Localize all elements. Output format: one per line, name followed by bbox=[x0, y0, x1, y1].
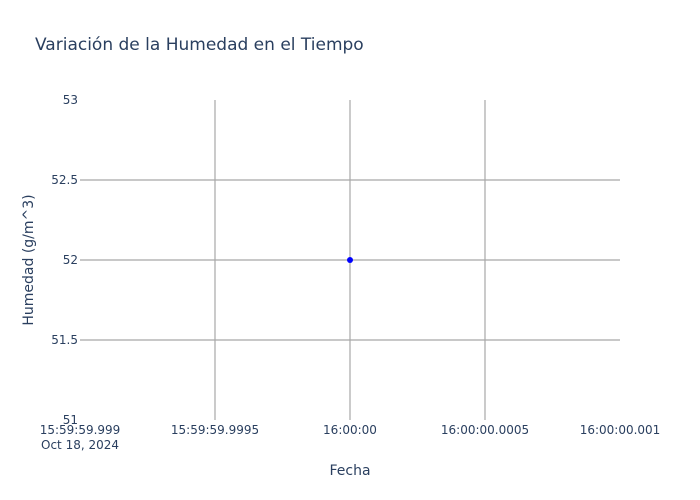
chart-title: Variación de la Humedad en el Tiempo bbox=[35, 35, 364, 55]
y-axis-title: Humedad (g/m^3) bbox=[21, 194, 37, 325]
y-tick-labels: 51 51.5 52 52.5 53 bbox=[51, 93, 78, 427]
y-tick-label: 52.5 bbox=[51, 173, 78, 187]
y-tick-label: 53 bbox=[63, 93, 78, 107]
x-tick-sublabel: Oct 18, 2024 bbox=[41, 438, 119, 452]
x-tick-label: 16:00:00 bbox=[323, 423, 377, 437]
data-point[interactable] bbox=[347, 257, 353, 263]
x-tick-label: 15:59:59.9995 bbox=[171, 423, 259, 437]
y-tick-label: 51 bbox=[63, 413, 78, 427]
x-axis-title: Fecha bbox=[329, 463, 370, 479]
x-tick-label: 16:00:00.001 bbox=[580, 423, 661, 437]
points-layer bbox=[347, 257, 353, 263]
x-tick-label: 15:59:59.999 bbox=[40, 423, 121, 437]
y-tick-label: 51.5 bbox=[51, 333, 78, 347]
y-tick-label: 52 bbox=[63, 253, 78, 267]
x-tick-label: 16:00:00.0005 bbox=[441, 423, 529, 437]
